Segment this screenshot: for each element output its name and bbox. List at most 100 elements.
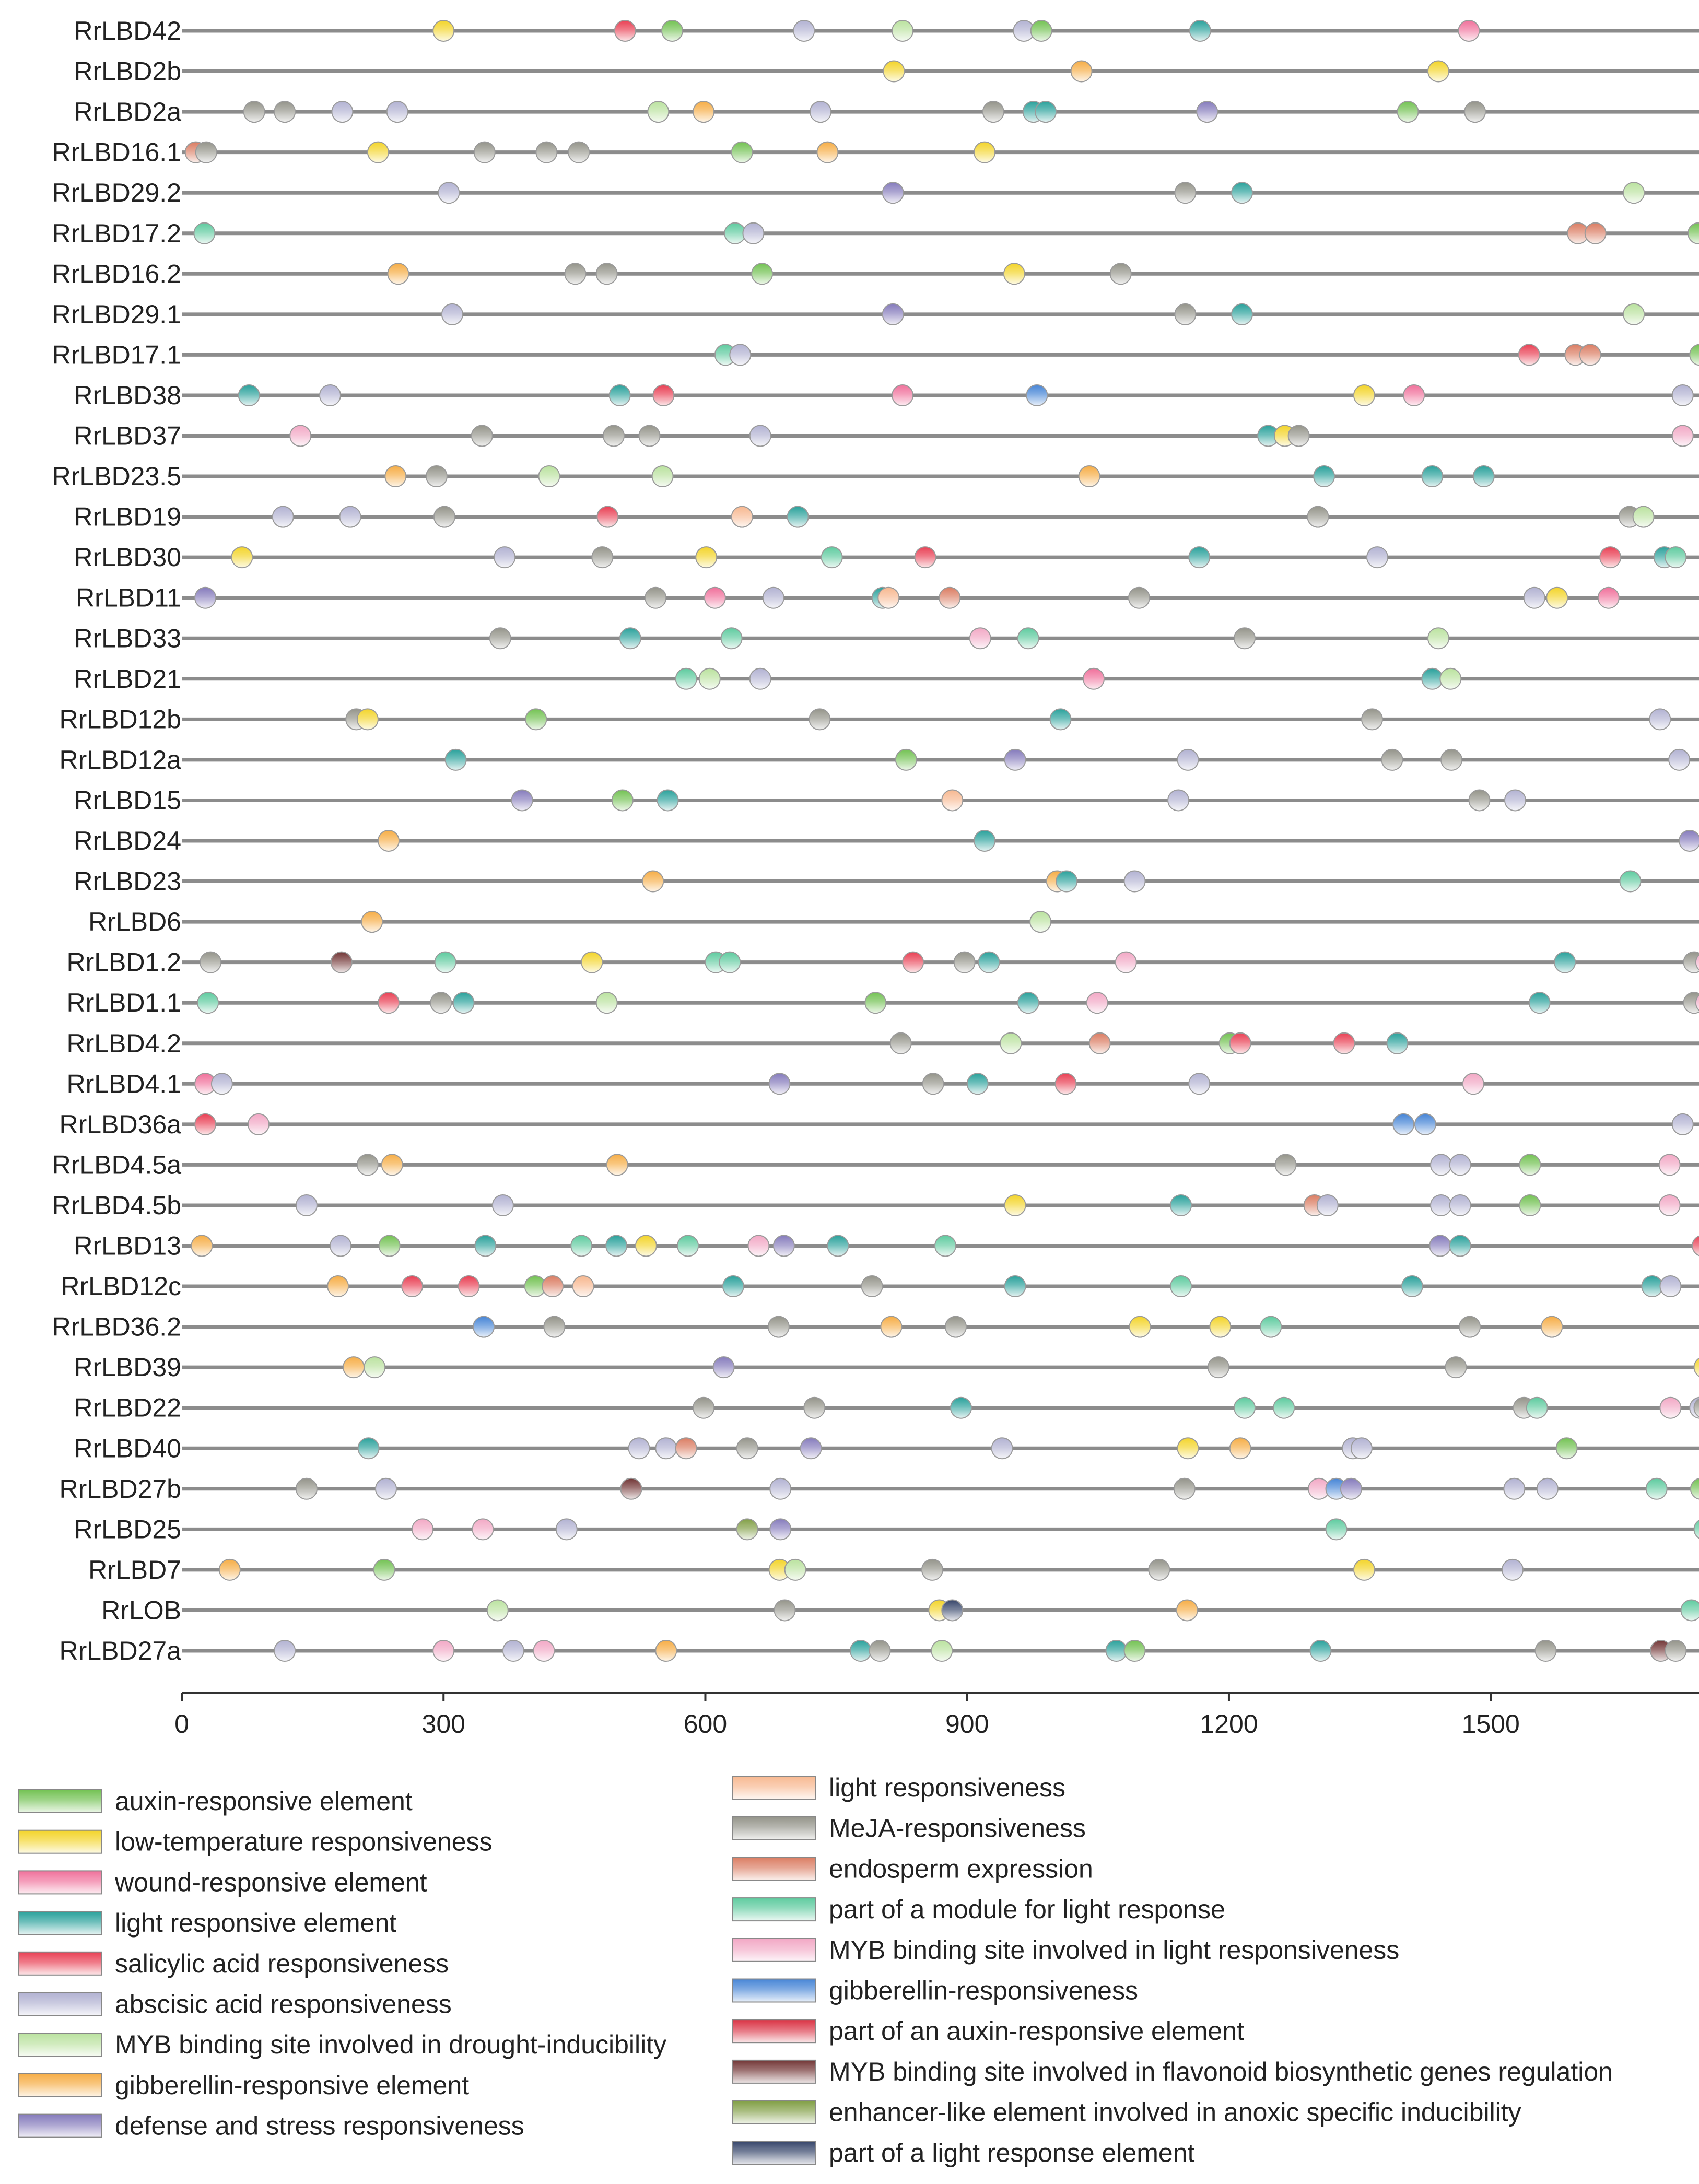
element-dot-aux: auxin-responsive element <box>1519 1154 1541 1176</box>
element-dot-meja: MeJA-responsiveness <box>774 1599 796 1622</box>
legend-label: auxin-responsive element <box>115 1787 413 1816</box>
element-dot-aux: auxin-responsive element <box>1555 1437 1578 1460</box>
element-dot-lt: low-temperature responsiveness <box>695 546 718 569</box>
element-dot-aba: abscisic acid responsiveness <box>502 1640 524 1662</box>
x-tick-label: 1200 <box>1200 1709 1258 1739</box>
gene-label: RrLBD39 <box>74 1353 181 1382</box>
element-dot-lt: low-temperature responsiveness <box>974 141 996 163</box>
gene-label: RrLBD29.2 <box>52 178 181 207</box>
element-dot-aba: abscisic acid responsiveness <box>375 1477 397 1500</box>
gene-label: RrLBD22 <box>74 1393 181 1423</box>
legend-label: light responsive element <box>115 1908 396 1938</box>
legend-swatch-lt <box>18 1829 102 1854</box>
gene-row: RrLBD29.2 abscisic acid responsiveness def… <box>52 178 1699 207</box>
gene-label: RrLBD4.2 <box>66 1029 181 1058</box>
element-dot-meja: MeJA-responsiveness <box>1287 425 1310 447</box>
element-dot-mybl: MYB binding site involved in light respo… <box>1115 951 1137 973</box>
element-dot-lt: low-temperature responsiveness <box>1427 60 1449 83</box>
element-dot-aba: abscisic acid responsiveness <box>749 425 771 447</box>
legend-swatch-gre <box>18 2073 102 2097</box>
gene-row: RrLBD13 gibberellin-responsive element abs… <box>74 1231 1699 1261</box>
element-dot-lt: low-temperature responsiveness <box>883 60 905 83</box>
legend-label: MYB binding site involved in drought-ind… <box>115 2030 666 2059</box>
legend-item: part of a module for light response <box>732 1895 1225 1924</box>
gene-label: RrLBD6 <box>88 907 181 936</box>
element-dot-gre: gibberellin-responsive element <box>387 263 409 285</box>
element-dot-plm: part of a module for light response <box>1234 1396 1256 1419</box>
gene-row: RrLBD39 gibberellin-responsive elementMYB… <box>74 1353 1699 1382</box>
element-dot-meja: MeJA-responsiveness <box>693 1396 715 1419</box>
element-dot-lre: light responsive element <box>1313 465 1335 488</box>
element-dot-gre: gibberellin-responsive element <box>191 1235 213 1257</box>
element-dot-aba: abscisic acid responsiveness <box>1671 384 1694 406</box>
element-dot-mybd: MYB binding site involved in drought-ind… <box>1632 506 1655 528</box>
element-dot-meja: MeJA-responsiveness <box>921 1558 943 1581</box>
element-dot-aba: abscisic acid responsiveness <box>1177 748 1199 771</box>
element-dot-def: defense and stress responsiveness <box>194 586 217 609</box>
element-dot-meja: MeJA-responsiveness <box>1234 627 1256 650</box>
element-dot-meja: MeJA-responsiveness <box>433 506 455 528</box>
legend-item: MYB binding site involved in drought-ind… <box>18 2030 666 2059</box>
gene-row: RrLBD17.2 part of a module for light resp… <box>52 219 1699 248</box>
element-dot-mybd: MYB binding site involved in drought-ind… <box>1623 182 1645 204</box>
element-dot-aba: abscisic acid responsiveness <box>810 101 831 123</box>
legend-swatch-def <box>18 2113 102 2138</box>
element-dot-gre: gibberellin-responsive element <box>1078 465 1100 488</box>
element-dot-def: defense and stress responsiveness <box>511 789 533 812</box>
legend-label: MYB binding site involved in light respo… <box>829 1935 1399 1965</box>
element-dot-gre: gibberellin-responsive element <box>381 1154 403 1176</box>
element-dot-meja: MeJA-responsiveness <box>535 141 558 163</box>
element-dot-plm: part of a module for light response <box>1260 1316 1282 1338</box>
x-axis: 03006009001200150018002100 <box>174 1692 1699 1739</box>
element-dot-aba: abscisic acid responsiveness <box>991 1437 1013 1460</box>
element-dot-meja: MeJA-responsiveness <box>1440 748 1462 771</box>
element-dot-aux: auxin-responsive element <box>1030 20 1052 42</box>
element-dot-mybd: MYB binding site involved in drought-ind… <box>1427 627 1449 650</box>
element-dot-wr: wound-responsive element <box>1083 667 1105 690</box>
element-dot-wr: wound-responsive element <box>1597 586 1620 609</box>
gene-label: RrLBD2a <box>74 97 181 126</box>
element-dot-plm: part of a module for light response <box>1645 1477 1668 1500</box>
element-dot-meja: MeJA-responsiveness <box>1128 586 1150 609</box>
legend-item: MYB binding site involved in flavonoid b… <box>732 2057 1613 2086</box>
element-dot-lre: light responsive element <box>849 1640 872 1662</box>
element-dot-meja: MeJA-responsiveness <box>1534 1640 1557 1662</box>
element-dot-aux: auxin-responsive element <box>1687 222 1699 244</box>
gene-row: RrLBD4.1wound-responsive elementabscisic… <box>66 1069 1699 1098</box>
element-dot-endo: endosperm expression <box>1579 344 1601 366</box>
gene-row: RrLBD37 MYB binding site involved in ligh… <box>74 421 1699 451</box>
element-dot-lre: light responsive element <box>608 384 631 406</box>
gene-row: RrLBD1.1 part of a module for light respo… <box>66 988 1699 1017</box>
element-dot-lt: low-temperature responsiveness <box>1353 384 1375 406</box>
element-dot-lt: low-temperature responsiveness <box>1129 1316 1151 1338</box>
gene-row: RrLBD4.2 MeJA-responsiveness MYB binding s… <box>66 1029 1699 1058</box>
gene-row: RrLBD6 gibberellin-responsive element MYB … <box>88 907 1699 936</box>
legend-item: gibberellin-responsiveness <box>732 1976 1138 2005</box>
element-dot-mybd: MYB binding site involved in drought-ind… <box>651 465 674 488</box>
element-dot-def: defense and stress responsiveness <box>1004 748 1026 771</box>
element-dot-mybd: MYB binding site involved in drought-ind… <box>1439 667 1462 690</box>
legend-label: part of a light response element <box>829 2138 1195 2167</box>
legend-item: salicylic acid responsiveness <box>18 1949 449 1978</box>
element-dot-aba: abscisic acid responsiveness <box>769 1477 792 1500</box>
element-dot-lre: light responsive element <box>978 951 1000 973</box>
element-dot-aux: auxin-responsive element <box>611 789 634 812</box>
element-dot-aba: abscisic acid responsiveness <box>1123 870 1146 893</box>
element-dot-mybl: MYB binding site involved in light respo… <box>1086 992 1108 1014</box>
gene-label: RrLBD16.2 <box>52 259 181 288</box>
element-dot-lre: light responsive element <box>1421 465 1444 488</box>
element-dot-gre: gibberellin-responsive element <box>378 830 400 852</box>
gene-row: RrLBD30 low-temperature responsiveness abs… <box>74 543 1699 572</box>
gene-label: RrLBD4.5a <box>52 1150 182 1179</box>
element-dot-gre: gibberellin-responsive element <box>816 141 839 163</box>
element-dot-gib: gibberellin-responsiveness <box>1392 1113 1415 1135</box>
element-dot-gre: gibberellin-responsive element <box>361 911 383 933</box>
element-dot-lre: light responsive element <box>974 830 996 852</box>
element-dot-mybd: MYB binding site involved in drought-ind… <box>595 992 618 1014</box>
element-dot-aux: auxin-responsive element <box>373 1558 395 1581</box>
element-dot-lt: low-temperature responsiveness <box>1209 1316 1232 1338</box>
gene-row: RrLBD36a salicylic acid responsiveness MYB… <box>60 1110 1699 1139</box>
gene-label: RrLBD36.2 <box>52 1312 181 1342</box>
element-dot-lre: light responsive element <box>444 748 467 771</box>
